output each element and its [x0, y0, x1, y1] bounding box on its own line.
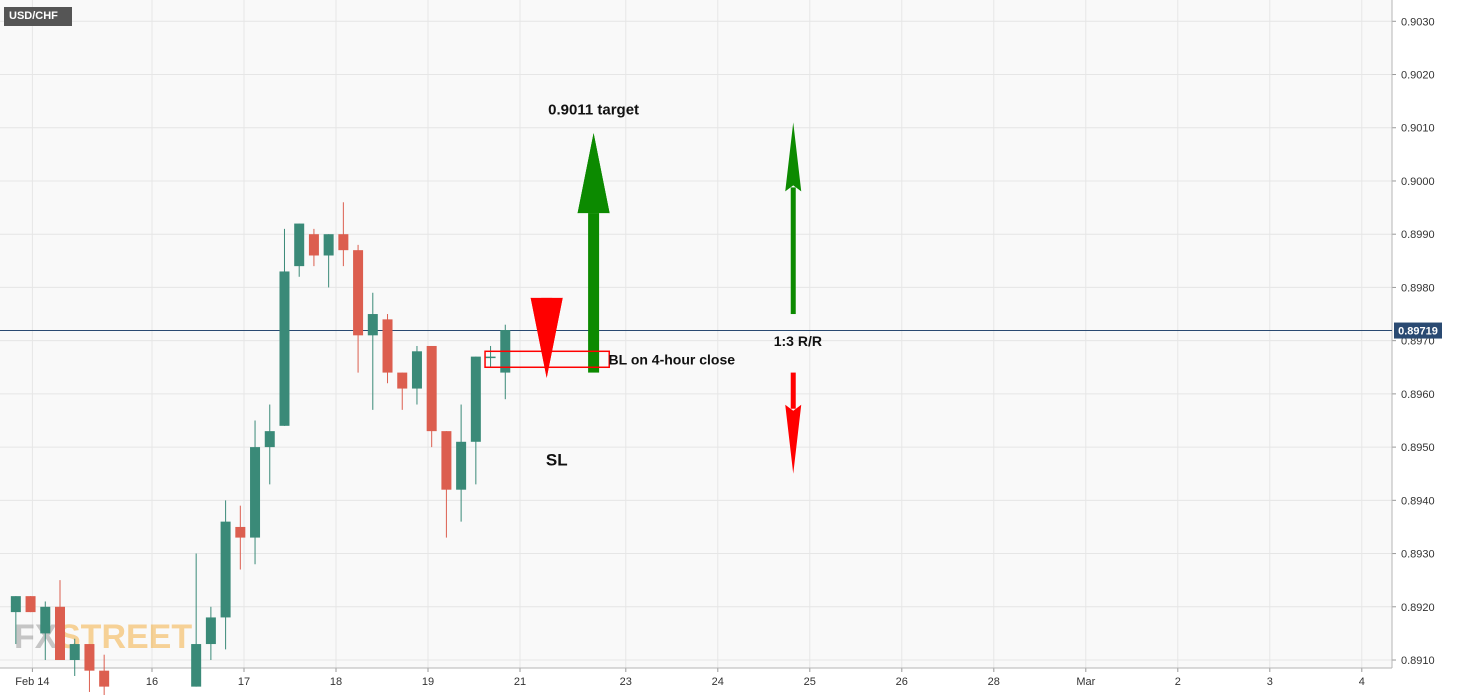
candle-body — [99, 670, 110, 687]
entry-label: BL on 4-hour close — [609, 352, 736, 368]
candle-body — [485, 356, 496, 359]
candle-body — [382, 319, 393, 373]
y-tick-label: 0.9000 — [1401, 176, 1435, 188]
x-tick-label: 24 — [712, 676, 724, 688]
x-tick-label: Feb 14 — [15, 676, 49, 688]
candle-body — [10, 596, 21, 613]
watermark-street: STREET — [58, 618, 192, 656]
candle-body — [205, 617, 216, 645]
plot-background — [0, 0, 1392, 668]
candle-body — [279, 271, 290, 426]
down-arrow — [790, 372, 796, 409]
current-price-badge — [1394, 322, 1442, 339]
candle-body — [250, 447, 261, 538]
candle-body — [25, 596, 36, 613]
x-tick-label: 28 — [988, 676, 1000, 688]
candle-body — [441, 431, 452, 490]
x-tick-label: 19 — [422, 676, 434, 688]
y-tick-label: 0.8990 — [1401, 229, 1435, 241]
x-tick-label: 3 — [1267, 676, 1273, 688]
arrow-head-fill — [530, 297, 563, 378]
candle-body — [40, 606, 51, 634]
stop-loss-label: SL — [546, 451, 568, 470]
arrow-head-fill — [577, 133, 610, 214]
candle-body — [397, 372, 408, 389]
up-arrow — [588, 213, 600, 373]
x-tick-label: 21 — [514, 676, 526, 688]
y-tick-label: 0.8970 — [1401, 336, 1435, 348]
candle-body — [426, 345, 437, 432]
target-label: 0.9011 target — [548, 101, 639, 118]
candle-body — [235, 526, 246, 538]
y-tick-label: 0.8910 — [1401, 655, 1435, 667]
x-tick-label: 18 — [330, 676, 342, 688]
y-tick-label: 0.8960 — [1401, 389, 1435, 401]
candle-body — [308, 234, 319, 256]
x-tick-label: 23 — [620, 676, 632, 688]
arrow-head — [785, 122, 802, 192]
candle-body — [411, 351, 422, 389]
candle-body — [323, 234, 334, 256]
arrow-head — [785, 404, 802, 474]
y-tick-label: 0.8920 — [1401, 602, 1435, 614]
current-price-label: 0.89719 — [1398, 326, 1438, 338]
candle-body — [264, 431, 275, 448]
candle-body — [191, 644, 202, 687]
candle-body — [55, 606, 65, 661]
y-tick-label: 0.8980 — [1401, 282, 1435, 294]
y-tick-label: 0.8950 — [1401, 442, 1435, 454]
x-tick-label: 16 — [146, 676, 158, 688]
candle-body — [456, 441, 467, 490]
y-tick-label: 0.9020 — [1401, 70, 1435, 82]
watermark-fx: FX — [14, 618, 58, 656]
x-tick-label: Mar — [1076, 676, 1095, 688]
y-tick-label: 0.8930 — [1401, 549, 1435, 561]
symbol-badge: USD/CHF — [4, 7, 72, 26]
y-tick-label: 0.8940 — [1401, 495, 1435, 507]
risk-reward-label: 1:3 R/R — [774, 333, 822, 349]
candle-body — [69, 644, 80, 661]
candle-body — [84, 644, 95, 671]
candle-body — [353, 250, 364, 336]
x-tick-label: 2 — [1175, 676, 1181, 688]
x-tick-label: 17 — [238, 676, 250, 688]
candle-body — [470, 356, 481, 442]
x-tick-label: 4 — [1359, 676, 1365, 688]
y-tick-label: 0.9010 — [1401, 123, 1435, 135]
candle-body — [294, 223, 305, 267]
y-tick-label: 0.9030 — [1401, 16, 1435, 28]
candle-body — [220, 521, 231, 618]
candle-body — [367, 314, 378, 336]
x-tick-label: 26 — [896, 676, 908, 688]
up-arrow — [790, 187, 796, 315]
x-tick-label: 25 — [804, 676, 816, 688]
candle-body — [338, 234, 349, 251]
